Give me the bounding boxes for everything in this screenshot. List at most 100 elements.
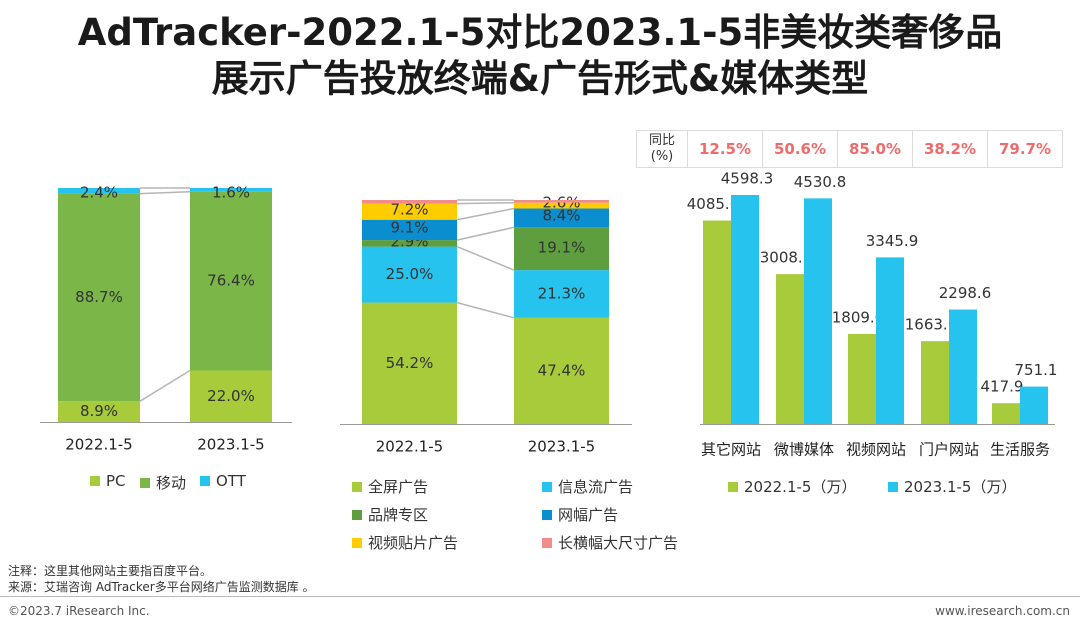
bar-terminal-pc-0: [58, 401, 140, 422]
connector-format-4: [456, 201, 515, 205]
legend-label-video-patch: 视频贴片广告: [368, 534, 459, 552]
data-label-format-feed-0: 25.0%: [386, 265, 434, 283]
data-label-terminal-mobile-0: 88.7%: [75, 288, 123, 306]
x-tick-format-0: 2022.1-5: [376, 438, 443, 456]
yoy-value-portal: 38.2%: [912, 130, 988, 168]
legend-swatch-brand: [352, 509, 362, 520]
data-label-media-s2022-0: 4085.6: [687, 195, 740, 213]
data-label-media-s2023-1: 4530.8: [794, 173, 847, 191]
data-label-media-s2023-2: 3345.9: [866, 232, 919, 250]
bar-format-fullscreen-1: [514, 317, 609, 424]
bar-terminal-ott-0: [58, 188, 140, 194]
connector-format-3: [456, 207, 515, 221]
connector-format-1: [456, 245, 515, 271]
legend-item-fullscreen: 全屏广告: [352, 476, 428, 497]
x-tick-terminal-0: 2022.1-5: [65, 436, 132, 454]
title-line-1: AdTracker-2022.1-5对比2023.1-5非美妆类奢侈品: [77, 11, 1003, 54]
legend-label-mobile: 移动: [156, 474, 187, 492]
bar-format-fullscreen-0: [362, 302, 457, 424]
data-label-media-s2022-4: 417.9: [981, 378, 1024, 396]
title-line-2: 展示广告投放终端&广告形式&媒体类型: [211, 57, 869, 100]
legend-label-feed: 信息流广告: [558, 478, 634, 496]
bar-media-s2022-1: [776, 274, 804, 424]
bar-format-brand-1: [514, 227, 609, 271]
legend-label-2022: 2022.1-5（万）: [744, 478, 857, 496]
data-label-terminal-pc-0: 8.9%: [80, 402, 118, 420]
legend-swatch-mobile: [140, 477, 150, 488]
legend-swatch-long-banner: [542, 537, 552, 548]
legend-label-pc: PC: [106, 472, 126, 490]
connector-format-0: [456, 301, 515, 319]
legend-item-brand: 品牌专区: [352, 504, 428, 525]
legend-label-2023: 2023.1-5（万）: [904, 478, 1017, 496]
x-tick-terminal-1: 2023.1-5: [197, 436, 264, 454]
chart-note: 注释：这里其他网站主要指百度平台。: [8, 564, 213, 578]
bar-format-long_banner-1: [514, 200, 609, 203]
data-label-media-s2022-2: 1809.0: [832, 308, 885, 326]
yoy-growth-table: 同比 (%) 12.5% 50.6% 85.0% 38.2% 79.7%: [636, 130, 1063, 168]
bar-media-s2023-1: [804, 198, 832, 424]
data-label-format-fullscreen-0: 54.2%: [386, 354, 434, 372]
bar-terminal-mobile-1: [190, 191, 272, 371]
legend-item-2023: 2023.1-5（万）: [888, 476, 1016, 497]
data-label-media-s2022-3: 1663.1: [905, 316, 958, 334]
data-label-format-banner-1: 8.4%: [542, 207, 580, 225]
chart-title: AdTracker-2022.1-5对比2023.1-5非美妆类奢侈品 展示广告…: [0, 10, 1080, 102]
legend-label-brand: 品牌专区: [368, 506, 429, 524]
legend-swatch-feed: [542, 481, 552, 492]
bar-media-s2023-2: [876, 257, 904, 424]
x-tick-media-1: 微博媒体: [774, 441, 834, 459]
data-label-terminal-pc-1: 22.0%: [207, 387, 255, 405]
legend-label-banner: 网幅广告: [558, 506, 619, 524]
connector-terminal-0: [139, 369, 191, 402]
footer-website: www.iresearch.com.cn: [935, 604, 1070, 618]
data-label-terminal-ott-0: 2.4%: [80, 184, 118, 202]
legend-item-2022: 2022.1-5（万）: [728, 476, 856, 497]
bar-format-video_patch-0: [362, 203, 457, 220]
chart-source: 来源：艾瑞咨询 AdTracker多平台网络广告监测数据库 。: [8, 580, 315, 594]
x-tick-format-1: 2023.1-5: [528, 438, 595, 456]
footer-copyright: ©2023.7 iResearch Inc.: [8, 604, 150, 618]
connector-terminal-1: [139, 190, 191, 195]
data-label-terminal-ott-1: 1.6%: [212, 184, 250, 202]
legend-item-banner: 网幅广告: [542, 504, 618, 525]
yoy-value-other: 12.5%: [687, 130, 763, 168]
data-label-format-feed-1: 21.3%: [538, 284, 586, 302]
legend-swatch-2023: [888, 481, 898, 492]
connector-format-2: [456, 226, 515, 241]
bar-media-s2023-3: [949, 309, 977, 424]
bar-terminal-ott-1: [190, 188, 272, 192]
bar-format-long_banner-0: [362, 200, 457, 204]
legend-item-long-banner: 长横幅大尺寸广告: [542, 532, 678, 553]
data-label-format-banner-0: 9.1%: [390, 219, 428, 237]
footer-divider: [0, 596, 1080, 597]
legend-label-fullscreen: 全屏广告: [368, 478, 429, 496]
yoy-label-text: 同比 (%): [648, 133, 675, 164]
yoy-label: 同比 (%): [636, 130, 688, 168]
legend-item-mobile: 移动: [140, 472, 186, 493]
bar-format-video_patch-1: [514, 202, 609, 209]
data-label-media-s2022-1: 3008.5: [760, 249, 813, 267]
legend-swatch-pc: [90, 476, 100, 486]
yoy-value-life: 79.7%: [987, 130, 1063, 168]
x-tick-media-2: 视频网站: [846, 441, 906, 459]
legend-item-video-patch: 视频贴片广告: [352, 532, 458, 553]
x-tick-media-4: 生活服务: [990, 441, 1050, 459]
bar-format-banner-1: [514, 208, 609, 228]
legend-label-long-banner: 长横幅大尺寸广告: [558, 534, 679, 552]
bar-media-s2022-3: [921, 341, 949, 424]
x-tick-media-0: 其它网站: [701, 441, 761, 459]
legend-swatch-video-patch: [352, 537, 362, 548]
legend-swatch-2022: [728, 481, 738, 492]
bar-terminal-pc-1: [190, 370, 272, 422]
data-label-media-s2023-0: 4598.3: [721, 170, 774, 188]
bar-format-banner-0: [362, 219, 457, 241]
legend-item-pc: PC: [90, 472, 126, 490]
bar-format-feed-0: [362, 246, 457, 303]
data-label-format-video_patch-0: 7.2%: [390, 201, 428, 219]
bar-media-s2023-4: [1020, 386, 1048, 424]
yoy-value-weibo: 50.6%: [762, 130, 838, 168]
legend-swatch-banner: [542, 509, 552, 520]
data-label-media-s2023-4: 751.1: [1015, 361, 1058, 379]
